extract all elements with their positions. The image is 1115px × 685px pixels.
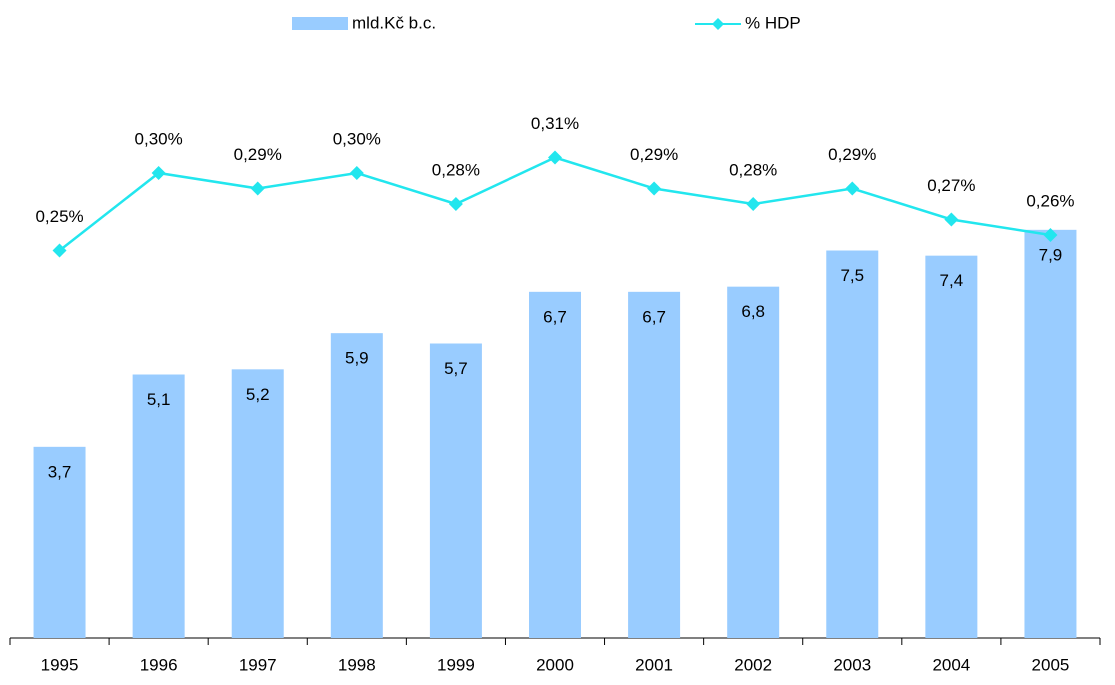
bar-value-label: 6,7 [543, 307, 567, 326]
line-value-label: 0,29% [630, 145, 678, 164]
line-value-label: 0,29% [234, 145, 282, 164]
bar [132, 374, 185, 638]
bar-value-label: 5,1 [147, 390, 171, 409]
bar [429, 343, 482, 638]
bar-value-label: 7,5 [840, 266, 864, 285]
line-marker [52, 243, 67, 258]
bar-value-label: 7,4 [940, 271, 964, 290]
line-value-label: 0,29% [828, 145, 876, 164]
line-value-label: 0,27% [927, 176, 975, 195]
line-marker [151, 166, 166, 180]
line-value-label: 0,26% [1026, 191, 1074, 210]
bar [1024, 229, 1077, 639]
line-marker [448, 197, 463, 211]
x-tick-label: 1997 [239, 655, 277, 674]
bar [826, 250, 879, 638]
bar [231, 369, 284, 638]
x-tick-label: 2002 [734, 655, 772, 674]
x-tick-label: 1995 [41, 655, 79, 674]
x-tick-label: 2005 [1032, 655, 1070, 674]
bar-value-label: 5,7 [444, 359, 468, 378]
legend-label: mld.Kč b.c. [352, 13, 436, 32]
legend-label: % HDP [745, 13, 801, 32]
line-value-label: 0,31% [531, 114, 579, 133]
x-tick-label: 1998 [338, 655, 376, 674]
bar [529, 291, 581, 638]
x-tick-label: 2004 [932, 655, 970, 674]
legend-marker [712, 18, 724, 30]
line-marker [250, 181, 265, 196]
line-value-label: 0,30% [333, 129, 381, 148]
line-value-label: 0,25% [35, 207, 83, 226]
bar [628, 291, 681, 638]
x-tick-label: 1999 [437, 655, 475, 674]
bar-value-label: 5,2 [246, 385, 270, 404]
line-marker [944, 212, 959, 227]
bar-value-label: 6,7 [642, 307, 666, 326]
bar-value-label: 6,8 [741, 302, 765, 321]
x-tick-label: 2000 [536, 655, 574, 674]
line-marker [349, 166, 364, 180]
line-marker [1043, 228, 1058, 242]
x-tick-label: 1996 [140, 655, 178, 674]
bar-value-label: 3,7 [48, 462, 72, 481]
line-marker [548, 150, 562, 165]
line-value-label: 0,28% [432, 160, 480, 179]
line-marker [647, 181, 662, 196]
bar [330, 333, 383, 638]
legend-swatch [292, 17, 348, 30]
bar-value-label: 7,9 [1039, 245, 1063, 264]
line [58, 156, 1051, 252]
line-marker [746, 197, 761, 211]
bar-value-label: 5,9 [345, 349, 369, 368]
line-marker [845, 181, 860, 196]
line-value-label: 0,30% [135, 129, 183, 148]
bar [33, 446, 86, 638]
x-tick-label: 2001 [635, 655, 673, 674]
bar [925, 255, 978, 638]
x-tick-label: 2003 [833, 655, 871, 674]
bar [727, 286, 780, 638]
line-value-label: 0,28% [729, 160, 777, 179]
